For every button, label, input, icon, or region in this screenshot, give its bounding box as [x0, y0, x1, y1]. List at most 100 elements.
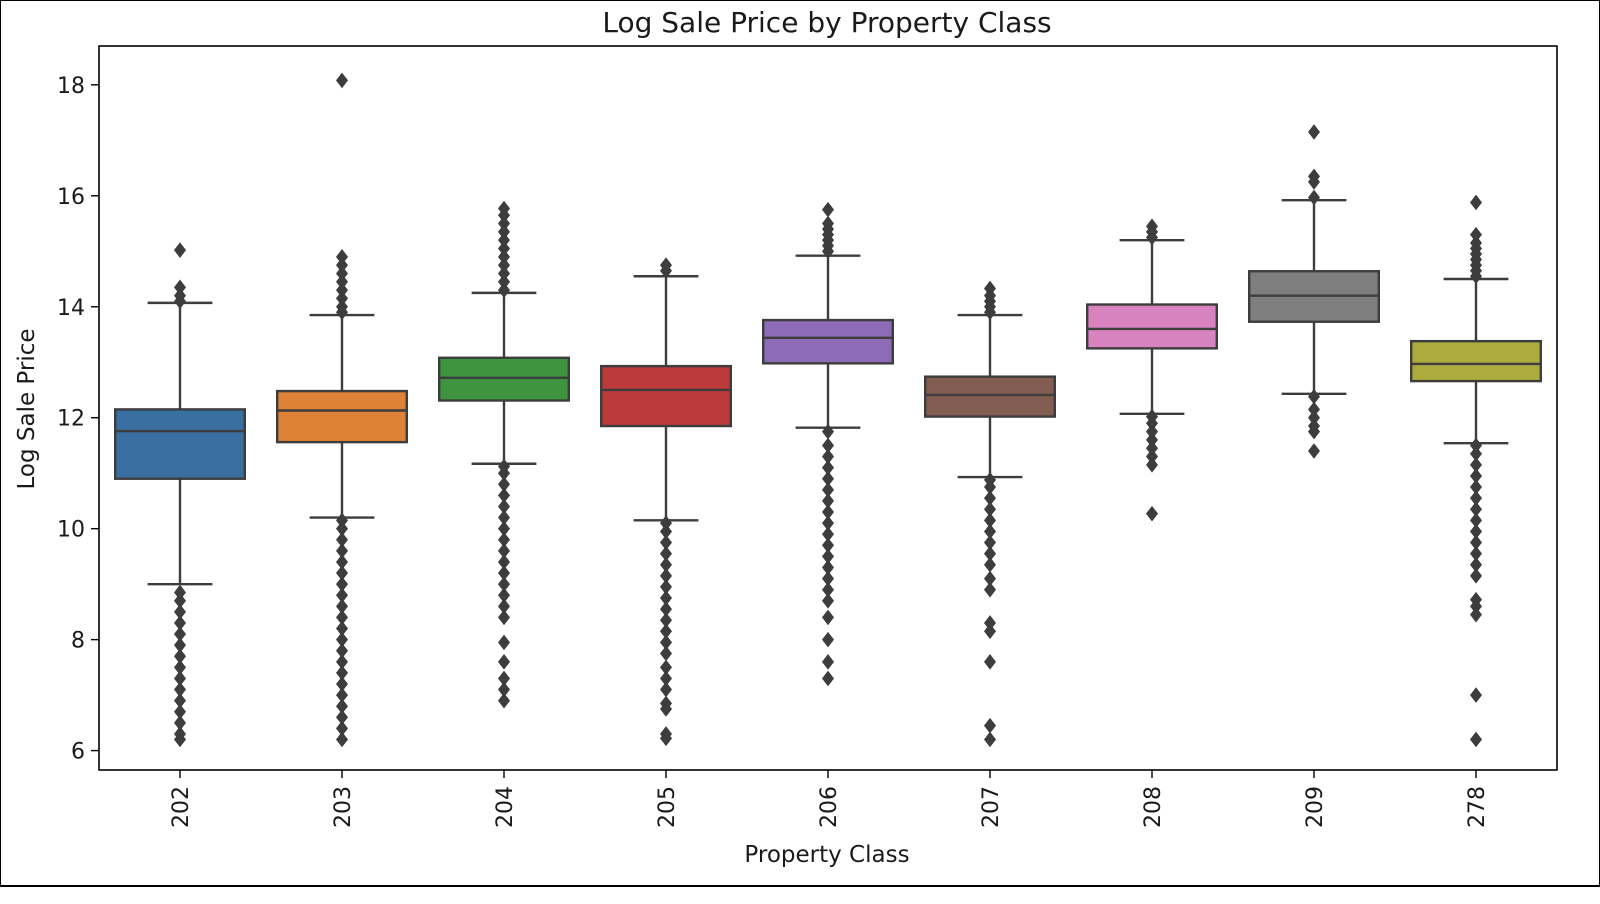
outlier-point [336, 587, 348, 604]
iqr-box [924, 375, 1057, 418]
outlier-point [660, 659, 672, 676]
outlier-point [1470, 445, 1482, 462]
outlier-point [822, 215, 834, 232]
outlier-point [1146, 457, 1158, 473]
box-206 [762, 201, 895, 687]
outlier-point [498, 654, 510, 670]
outlier-point [174, 615, 186, 631]
outlier-point [1308, 409, 1320, 426]
outlier-point [984, 472, 996, 488]
outlier-point [336, 576, 348, 592]
outlier-point [984, 523, 996, 540]
outlier-point [660, 523, 672, 540]
outlier-point [498, 265, 510, 282]
outlier-point [1308, 189, 1320, 206]
outlier-point [498, 509, 510, 526]
outlier-point [984, 654, 996, 670]
outlier-point [498, 531, 510, 548]
outlier-point [984, 717, 996, 734]
outlier-point [822, 482, 834, 498]
outlier-point [174, 703, 186, 720]
outlier-point [498, 598, 510, 615]
outlier-point [660, 515, 672, 531]
outlier-point [498, 520, 510, 537]
outlier-point [336, 665, 348, 681]
outlier-point [336, 687, 348, 703]
outlier-point [174, 242, 186, 258]
outlier-point [660, 634, 672, 651]
outlier-point [498, 240, 510, 257]
outlier-point [984, 280, 996, 297]
x-tick-label: 208 [1141, 786, 1166, 828]
outlier-point [984, 490, 996, 506]
outlier-point [1146, 505, 1158, 522]
outlier-point [660, 681, 672, 698]
outlier-point [336, 620, 348, 637]
outlier-point [336, 290, 348, 307]
outlier-point [822, 631, 834, 648]
outlier-point [984, 615, 996, 631]
outlier-point [1146, 218, 1158, 235]
outlier-point [336, 249, 348, 265]
outlier-point [336, 531, 348, 548]
box-208 [1085, 218, 1218, 522]
outlier-point [1470, 501, 1482, 518]
outlier-point [660, 590, 672, 606]
y-tick-label: 8 [71, 629, 85, 654]
outlier-point [1470, 512, 1482, 529]
outlier-point [822, 570, 834, 587]
outlier-point [336, 520, 348, 537]
outlier-point [336, 731, 348, 748]
outlier-point [822, 548, 834, 565]
outlier-point [336, 282, 348, 298]
outlier-point [1470, 523, 1482, 540]
box-207 [924, 280, 1057, 748]
outlier-point [1470, 479, 1482, 495]
y-tick-label: 14 [57, 296, 85, 321]
outlier-point [498, 476, 510, 493]
outlier-point [1308, 443, 1320, 459]
outlier-point [822, 592, 834, 609]
outlier-point [1470, 687, 1482, 703]
outlier-point [1470, 235, 1482, 251]
outlier-point [498, 565, 510, 581]
outlier-point [498, 576, 510, 592]
iqr-box [762, 318, 895, 365]
x-tick-label: 205 [655, 786, 680, 828]
outlier-point [336, 654, 348, 670]
outlier-point [336, 609, 348, 626]
outlier-point [984, 501, 996, 518]
outlier-point [822, 448, 834, 465]
outlier-point [336, 543, 348, 559]
outlier-point [174, 659, 186, 676]
outlier-point [660, 257, 672, 273]
outlier-point [174, 592, 186, 609]
outlier-point [336, 642, 348, 659]
outlier-point [660, 612, 672, 629]
y-tick-label: 6 [71, 740, 85, 765]
outlier-point [984, 556, 996, 573]
outlier-point [336, 565, 348, 581]
outlier-point [498, 670, 510, 687]
outlier-point [336, 720, 348, 737]
outlier-point [1470, 545, 1482, 562]
y-tick-label: 10 [57, 518, 85, 543]
outlier-point [1470, 468, 1482, 484]
outlier-point [822, 437, 834, 454]
outlier-point [336, 698, 348, 714]
outlier-point [660, 556, 672, 573]
outlier-point [336, 676, 348, 692]
outlier-point [498, 692, 510, 709]
outlier-point [174, 604, 186, 620]
outlier-point [1470, 591, 1482, 608]
outlier-point [1470, 490, 1482, 506]
outlier-point [984, 581, 996, 598]
outlier-point [1470, 731, 1482, 748]
iqr-box [276, 389, 409, 444]
outlier-point [174, 279, 186, 296]
outlier-point [984, 545, 996, 562]
outlier-point [498, 282, 510, 298]
outlier-point [174, 287, 186, 304]
outlier-point [498, 224, 510, 240]
